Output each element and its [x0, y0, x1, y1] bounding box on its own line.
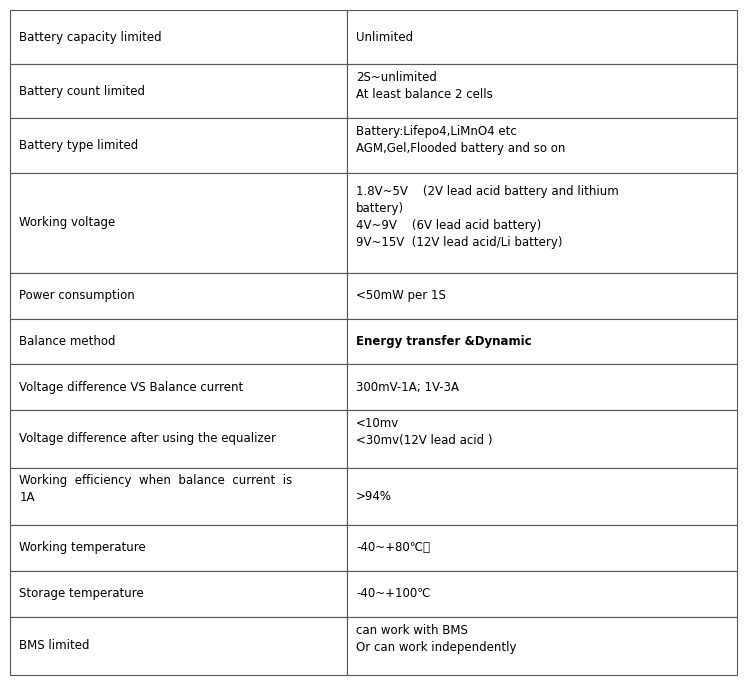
- Bar: [10, 10, 347, 64]
- Bar: [347, 525, 737, 571]
- Text: BMS limited: BMS limited: [19, 639, 90, 652]
- Text: Voltage difference after using the equalizer: Voltage difference after using the equal…: [19, 432, 276, 445]
- Text: 300mV-1A; 1V-3A: 300mV-1A; 1V-3A: [356, 381, 459, 394]
- Text: can work with BMS
Or can work independently: can work with BMS Or can work independen…: [356, 623, 517, 653]
- Text: >94%: >94%: [356, 490, 392, 503]
- Bar: [347, 364, 737, 410]
- Bar: [10, 525, 347, 571]
- Text: <50mW per 1S: <50mW per 1S: [356, 289, 446, 302]
- Text: Working  efficiency  when  balance  current  is
1A: Working efficiency when balance current …: [19, 475, 293, 504]
- Bar: [10, 616, 347, 675]
- Bar: [10, 119, 347, 173]
- Bar: [10, 319, 347, 364]
- Text: 1.8V~5V    (2V lead acid battery and lithium
battery)
4V~9V    (6V lead acid bat: 1.8V~5V (2V lead acid battery and lithiu…: [356, 185, 619, 249]
- Text: Battery type limited: Battery type limited: [19, 139, 139, 152]
- Bar: [347, 410, 737, 468]
- Bar: [10, 571, 347, 616]
- Text: 2S~unlimited
At least balance 2 cells: 2S~unlimited At least balance 2 cells: [356, 71, 493, 101]
- Bar: [10, 410, 347, 468]
- Bar: [347, 273, 737, 319]
- Bar: [347, 64, 737, 119]
- Text: Battery count limited: Battery count limited: [19, 85, 146, 98]
- Text: Storage temperature: Storage temperature: [19, 587, 144, 600]
- Text: Battery:Lifepo4,LiMnO4 etc
AGM,Gel,Flooded battery and so on: Battery:Lifepo4,LiMnO4 etc AGM,Gel,Flood…: [356, 125, 565, 155]
- Text: Working temperature: Working temperature: [19, 541, 146, 554]
- Bar: [10, 273, 347, 319]
- Bar: [347, 119, 737, 173]
- Bar: [10, 468, 347, 525]
- Text: Working voltage: Working voltage: [19, 216, 116, 229]
- Text: Power consumption: Power consumption: [19, 289, 135, 302]
- Bar: [347, 571, 737, 616]
- Text: <10mv
<30mv(12V lead acid ): <10mv <30mv(12V lead acid ): [356, 417, 492, 447]
- Bar: [347, 173, 737, 273]
- Text: Unlimited: Unlimited: [356, 31, 413, 44]
- Text: Energy transfer &Dynamic: Energy transfer &Dynamic: [356, 335, 532, 348]
- Text: Balance method: Balance method: [19, 335, 116, 348]
- Bar: [10, 173, 347, 273]
- Bar: [347, 616, 737, 675]
- Bar: [347, 10, 737, 64]
- Bar: [10, 64, 347, 119]
- Text: Battery capacity limited: Battery capacity limited: [19, 31, 162, 44]
- Text: -40~+100℃: -40~+100℃: [356, 587, 430, 600]
- Bar: [347, 319, 737, 364]
- Bar: [347, 468, 737, 525]
- Text: -40~+80℃；: -40~+80℃；: [356, 541, 430, 554]
- Text: Voltage difference VS Balance current: Voltage difference VS Balance current: [19, 381, 244, 394]
- Bar: [10, 364, 347, 410]
